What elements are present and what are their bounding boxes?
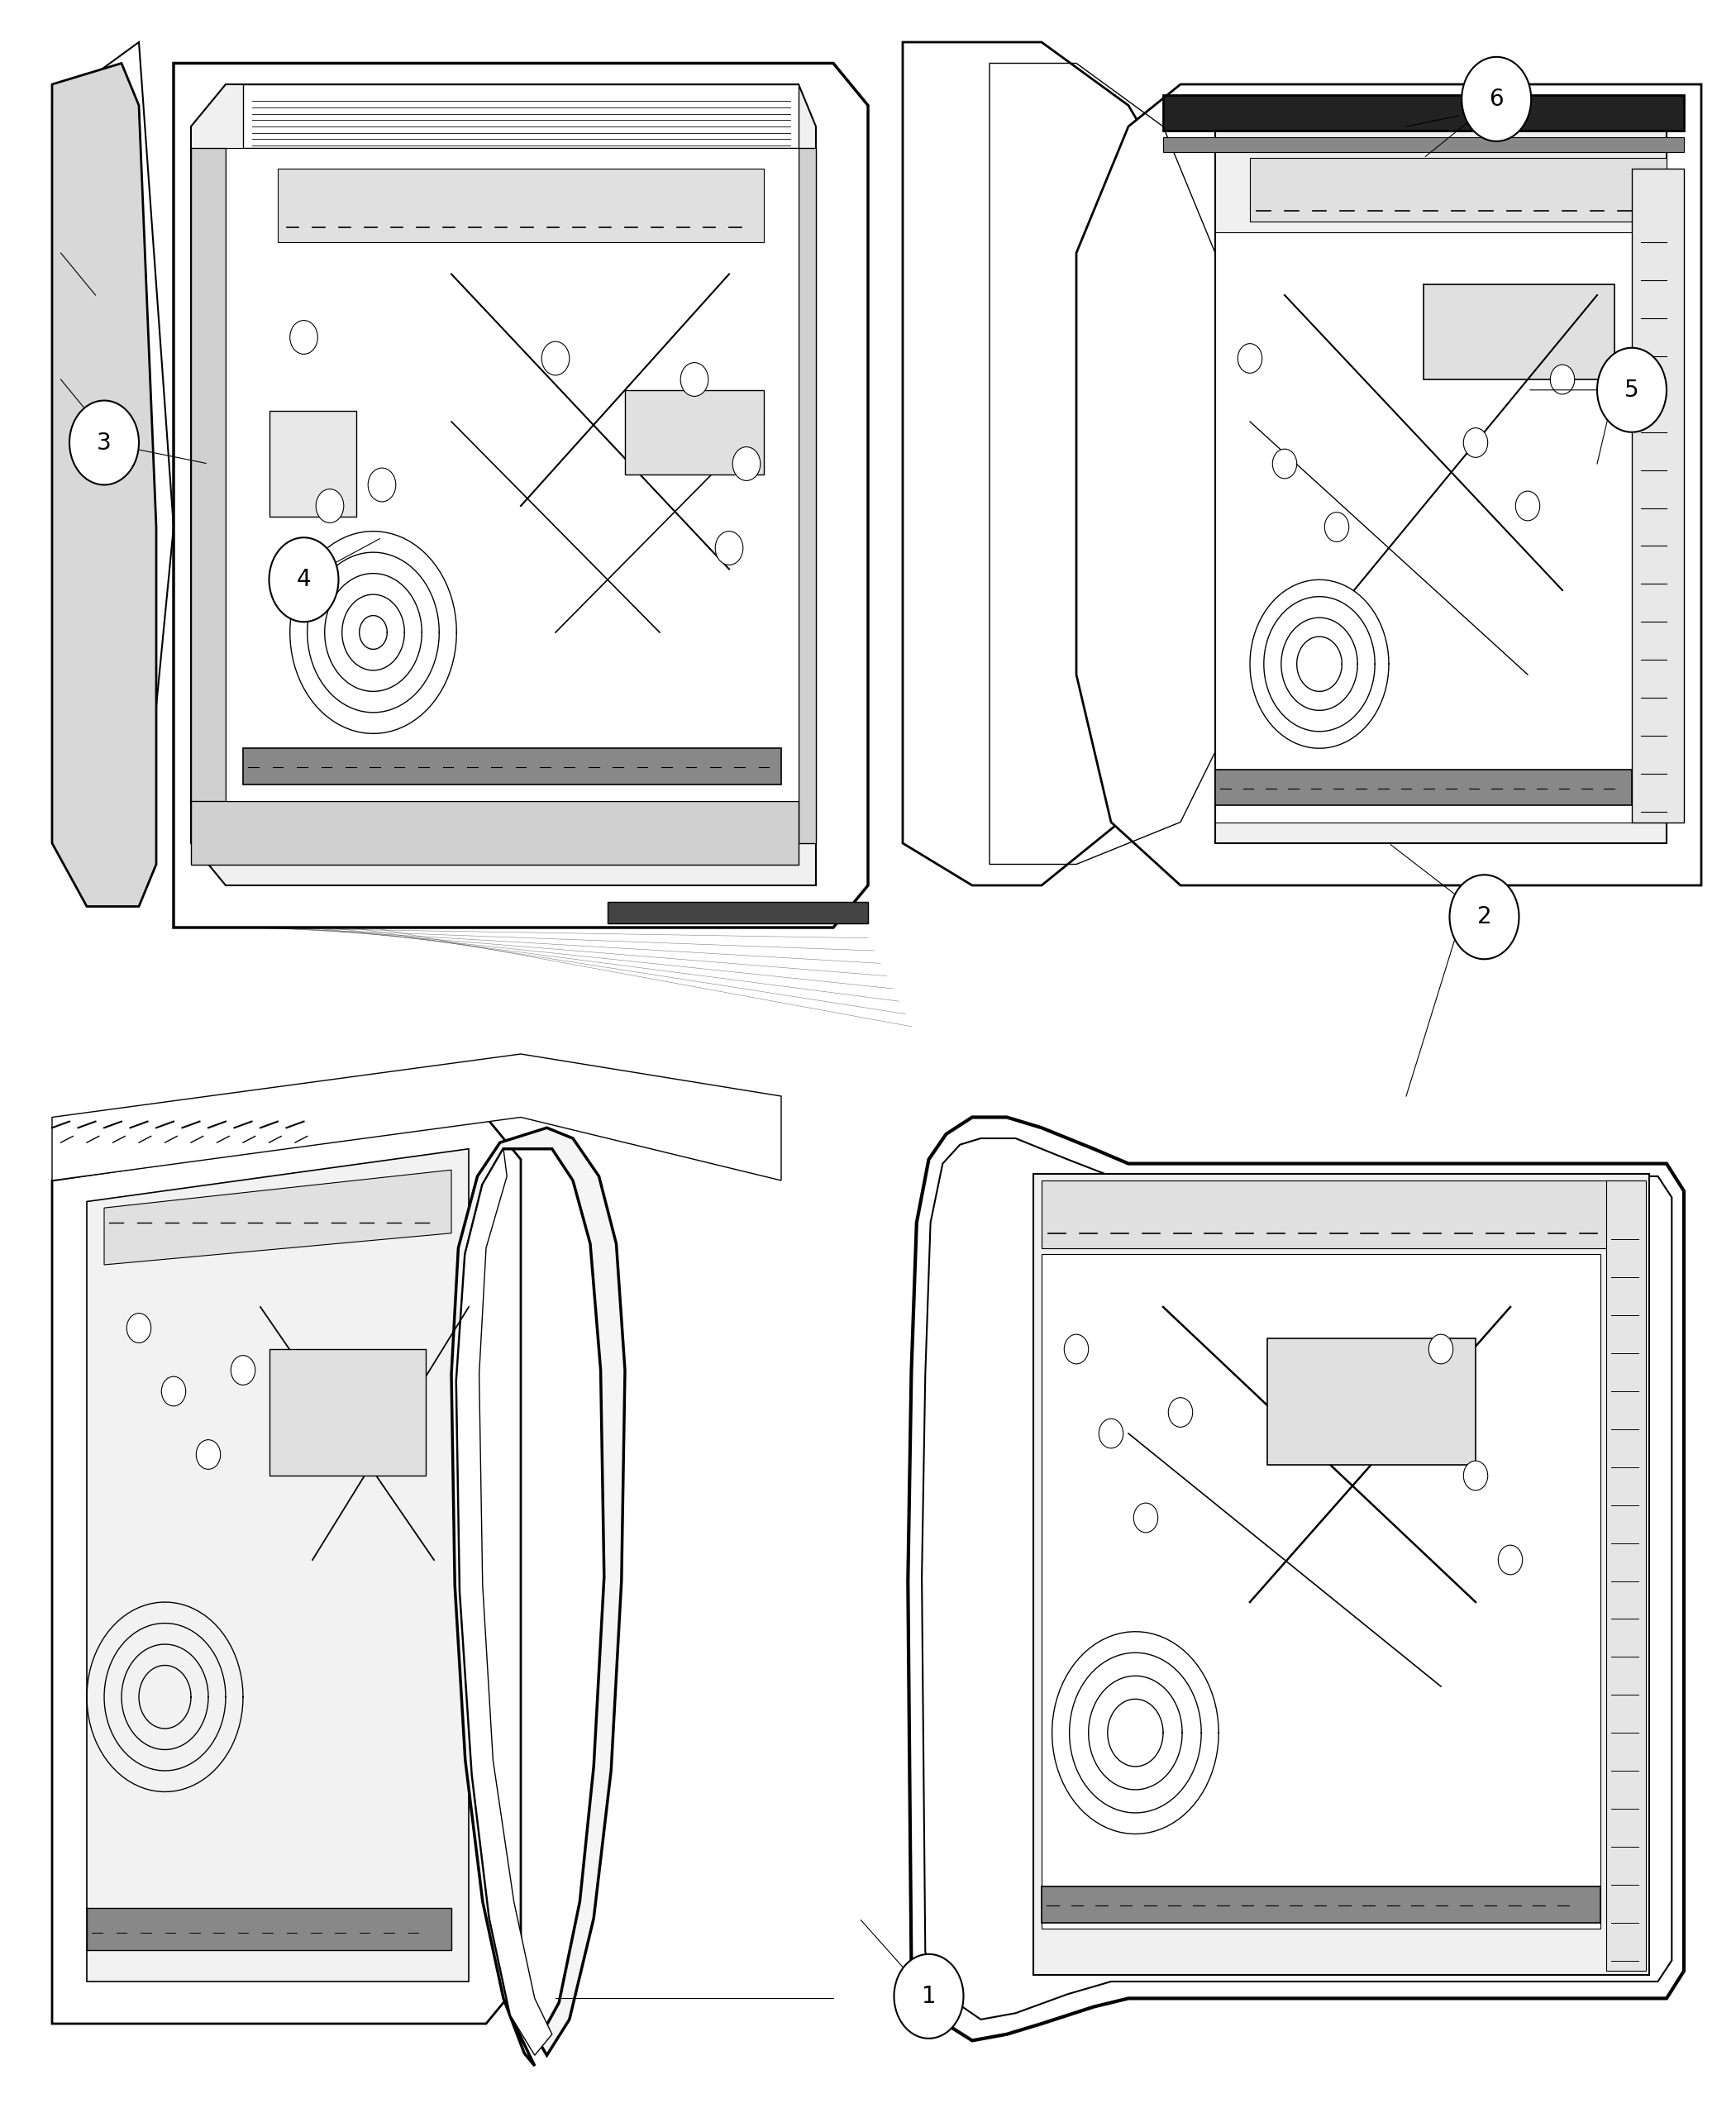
Polygon shape [191,148,226,843]
Polygon shape [799,148,816,843]
Polygon shape [1163,137,1684,152]
Circle shape [1429,1334,1453,1364]
Polygon shape [1632,169,1684,822]
Polygon shape [87,1149,469,1982]
Circle shape [715,531,743,565]
Polygon shape [1042,1180,1641,1248]
Polygon shape [1033,1174,1649,1975]
Polygon shape [52,42,174,885]
Polygon shape [908,1117,1684,2041]
Circle shape [894,1954,963,2038]
Polygon shape [52,63,156,906]
Circle shape [1597,348,1667,432]
Circle shape [1238,344,1262,373]
Circle shape [1550,365,1575,394]
Circle shape [231,1355,255,1385]
Text: 1: 1 [922,1986,936,2007]
Polygon shape [52,1054,781,1180]
Polygon shape [243,748,781,784]
Circle shape [196,1440,220,1469]
Circle shape [161,1377,186,1406]
Polygon shape [922,1138,1672,2019]
Polygon shape [625,390,764,474]
Text: 6: 6 [1489,89,1503,110]
Polygon shape [608,902,868,923]
Polygon shape [269,1349,425,1476]
Polygon shape [1250,158,1667,221]
Polygon shape [191,84,816,885]
Polygon shape [1424,285,1614,379]
Polygon shape [1215,232,1667,822]
Polygon shape [269,411,356,516]
Circle shape [127,1313,151,1343]
Circle shape [1463,1461,1488,1490]
Polygon shape [903,42,1250,885]
Polygon shape [1163,95,1684,131]
Circle shape [1516,491,1540,521]
Polygon shape [1215,769,1632,805]
Circle shape [269,538,339,622]
Polygon shape [1042,1254,1601,1929]
Polygon shape [1042,1887,1601,1922]
Circle shape [316,489,344,523]
Polygon shape [104,1170,451,1265]
Polygon shape [457,1149,552,2055]
Circle shape [1463,428,1488,457]
Polygon shape [52,1117,521,2024]
Polygon shape [278,169,764,242]
Text: 2: 2 [1477,906,1491,928]
Circle shape [681,363,708,396]
Polygon shape [451,1128,625,2066]
Circle shape [542,341,569,375]
Circle shape [1450,875,1519,959]
Circle shape [1325,512,1349,542]
Polygon shape [243,84,799,148]
Circle shape [290,320,318,354]
Polygon shape [1267,1339,1476,1465]
Text: 3: 3 [97,432,111,453]
Circle shape [1498,1545,1522,1575]
Circle shape [1064,1334,1088,1364]
Circle shape [69,401,139,485]
Circle shape [1099,1419,1123,1448]
Circle shape [733,447,760,481]
Circle shape [1462,57,1531,141]
Text: 5: 5 [1625,379,1639,401]
Polygon shape [1215,126,1667,843]
Circle shape [1272,449,1297,479]
Polygon shape [1606,1180,1646,1971]
Polygon shape [191,801,799,864]
Text: 4: 4 [297,569,311,590]
Circle shape [368,468,396,502]
Polygon shape [226,148,799,801]
Circle shape [1168,1398,1193,1427]
Circle shape [1134,1503,1158,1533]
Polygon shape [1076,84,1701,885]
Polygon shape [174,63,868,928]
Polygon shape [87,1908,451,1950]
